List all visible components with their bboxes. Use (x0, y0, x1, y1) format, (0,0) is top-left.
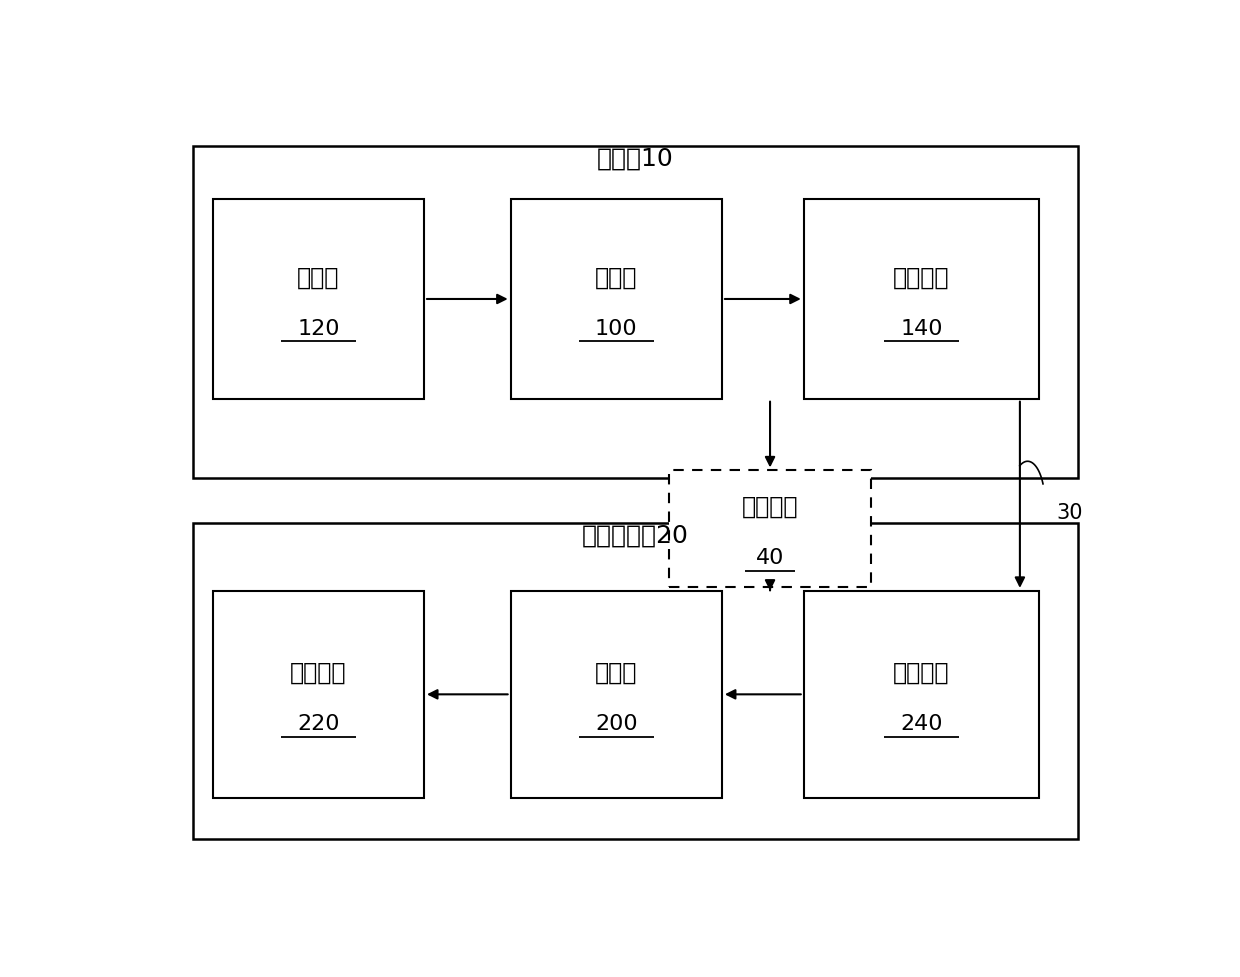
FancyBboxPatch shape (511, 200, 722, 400)
Text: 解码器: 解码器 (595, 660, 637, 684)
Text: 目的地装置20: 目的地装置20 (582, 523, 689, 547)
Text: 240: 240 (900, 713, 942, 733)
Text: 40: 40 (756, 548, 784, 568)
Text: 数据源: 数据源 (298, 265, 340, 289)
FancyBboxPatch shape (804, 200, 1039, 400)
Text: 30: 30 (1056, 502, 1083, 522)
Text: 200: 200 (595, 713, 637, 733)
Text: 140: 140 (900, 319, 942, 338)
Text: 220: 220 (298, 713, 340, 733)
FancyBboxPatch shape (804, 591, 1039, 798)
Text: 显示装置: 显示装置 (290, 660, 347, 684)
FancyBboxPatch shape (511, 591, 722, 798)
FancyBboxPatch shape (213, 200, 424, 400)
FancyBboxPatch shape (193, 524, 1078, 839)
FancyBboxPatch shape (213, 591, 424, 798)
Text: 输出接口: 输出接口 (893, 265, 950, 289)
FancyBboxPatch shape (670, 471, 870, 587)
Text: 存储装置: 存储装置 (742, 494, 799, 519)
Text: 100: 100 (595, 319, 637, 338)
Text: 编码器: 编码器 (595, 265, 637, 289)
Text: 120: 120 (298, 319, 340, 338)
Text: 输入接口: 输入接口 (893, 660, 950, 684)
Text: 源装置10: 源装置10 (598, 147, 673, 171)
FancyBboxPatch shape (193, 148, 1078, 479)
